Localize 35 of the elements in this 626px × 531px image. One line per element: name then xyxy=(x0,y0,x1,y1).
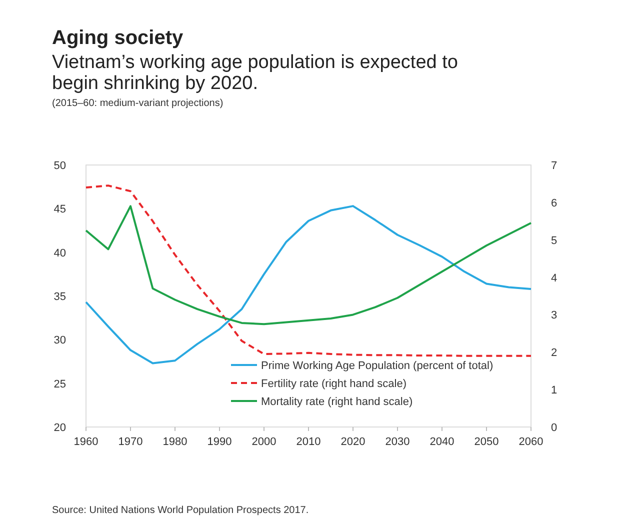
x-tick-label: 1970 xyxy=(118,436,143,448)
y-tick-label: 30 xyxy=(54,334,66,347)
legend-label: Mortality rate (right hand scale) xyxy=(261,396,413,408)
y-tick-label: 50 xyxy=(54,160,66,172)
x-tick-label: 1960 xyxy=(74,436,98,448)
x-tick-label: 2000 xyxy=(252,436,276,448)
y2-tick-label: 0 xyxy=(551,422,558,434)
y2-tick-label: 1 xyxy=(551,384,558,397)
y2-tick-label: 5 xyxy=(551,234,558,247)
source-note: Source: United Nations World Population Prospects 2017. xyxy=(52,505,309,516)
y2-tick-label: 4 xyxy=(551,272,558,284)
y2-tick-label: 7 xyxy=(551,160,558,172)
x-tick-label: 2010 xyxy=(296,436,321,448)
x-tick-label: 2050 xyxy=(474,436,499,448)
line-series xyxy=(85,184,532,357)
y-tick-label: 40 xyxy=(54,247,66,260)
y-tick-label: 25 xyxy=(54,378,66,390)
x-tick-label: 2040 xyxy=(430,436,454,448)
x-tick-label: 1990 xyxy=(207,436,232,448)
y2-tick-label: 6 xyxy=(551,197,558,210)
chart-title: Aging society xyxy=(52,27,184,49)
y2-tick-label: 3 xyxy=(551,310,558,322)
x-tick-label: 2030 xyxy=(385,436,410,448)
legend-label: Fertility rate (right hand scale) xyxy=(261,378,406,390)
y-tick-label: 45 xyxy=(54,204,66,216)
text: (2015–60: medium-variant projections) xyxy=(52,98,224,109)
chart-subtitle: Vietnam’s working age population is expected to begin shrinking by 2020. xyxy=(52,52,458,94)
y2-tick-label: 2 xyxy=(551,347,558,360)
line-series xyxy=(85,205,532,326)
y-tick-label: 35 xyxy=(54,291,66,303)
x-tick-label: 2020 xyxy=(340,436,366,448)
x-tick-label: 2060 xyxy=(518,436,544,448)
x-tick-label: 1980 xyxy=(162,436,188,448)
legend-label: Prime Working Age Population (percent of total) xyxy=(261,360,494,372)
y-tick-label: 20 xyxy=(54,422,66,434)
